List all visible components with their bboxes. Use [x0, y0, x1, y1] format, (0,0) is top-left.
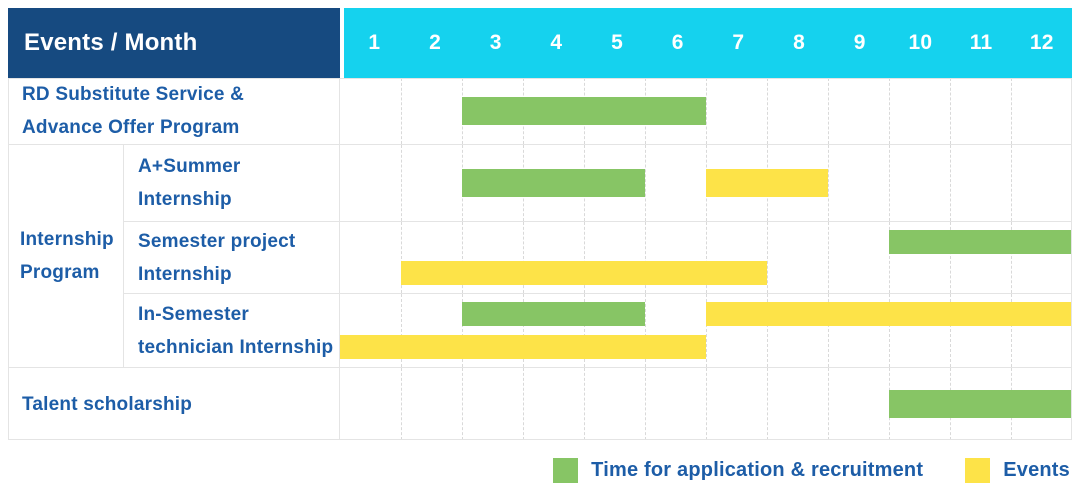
month-gridline	[767, 368, 768, 440]
month-gridline	[828, 145, 829, 221]
month-gridline	[645, 145, 646, 221]
events-bar	[401, 261, 767, 285]
row-label-line: RD Substitute Service &	[22, 84, 245, 105]
month-gridline	[706, 294, 707, 367]
chart-row-semester-project-internship	[340, 222, 1072, 294]
month-gridline	[584, 222, 585, 293]
month-gridline	[706, 222, 707, 293]
month-gridline	[706, 368, 707, 440]
month-label-7: 7	[732, 31, 745, 54]
month-gridline	[889, 145, 890, 221]
row-label-line: Internship	[138, 189, 232, 210]
month-gridline	[828, 294, 829, 367]
month-gridline	[401, 368, 402, 440]
row-label-line: In-Semester	[138, 303, 249, 325]
recruitment-bar	[462, 97, 706, 125]
month-label-4: 4	[550, 31, 563, 54]
row-label-line: Semester project	[138, 230, 296, 252]
row-label-a-summer-internship: A+Summer Internship	[124, 145, 340, 222]
group-label-line: Program	[20, 262, 100, 283]
month-gridline	[828, 368, 829, 440]
month-gridline	[828, 222, 829, 293]
month-gridline	[523, 368, 524, 440]
row-label-line: Advance Offer Program	[22, 117, 240, 138]
month-label-12: 12	[1029, 31, 1054, 54]
month-label-3: 3	[489, 31, 502, 54]
month-label-6: 6	[671, 31, 684, 54]
month-gridline	[645, 294, 646, 367]
month-gridline	[950, 145, 951, 221]
month-gridline	[1011, 294, 1012, 367]
recruitment-bar	[889, 390, 1072, 418]
legend-item-recruitment: Time for application & recruitment	[553, 457, 924, 483]
month-label-1: 1	[368, 31, 381, 54]
month-gridline	[523, 294, 524, 367]
events-month-header-label: Events / Month	[24, 29, 198, 56]
legend-item-events: Events	[965, 457, 1070, 483]
row-label-line: Talent scholarship	[22, 393, 193, 415]
month-gridline	[706, 78, 707, 144]
month-gridline	[401, 222, 402, 293]
recruitment-bar	[889, 230, 1072, 254]
month-label-11: 11	[969, 31, 993, 54]
row-label-in-semester-technician-internship: In-Semester technician Internship	[124, 294, 340, 368]
month-label-9: 9	[853, 31, 866, 54]
group-label-line: Internship	[20, 229, 114, 250]
recruitment-color-swatch	[553, 457, 579, 483]
events-bar	[340, 335, 706, 359]
legend-recruitment-label: Time for application & recruitment	[591, 458, 924, 481]
month-gridline	[462, 294, 463, 367]
month-label-2: 2	[429, 31, 441, 54]
row-label-talent-scholarship: Talent scholarship	[8, 368, 340, 440]
month-gridline	[828, 78, 829, 144]
month-gridline	[767, 294, 768, 367]
month-gridline	[1011, 78, 1012, 144]
legend-events-label: Events	[1003, 458, 1070, 481]
events-month-header-cell: Events / Month	[8, 8, 340, 78]
month-gridline	[523, 222, 524, 293]
chart-row-talent-scholarship	[340, 368, 1072, 440]
month-gridline	[401, 145, 402, 221]
month-gridline	[767, 78, 768, 144]
recruitment-bar	[462, 302, 645, 326]
month-gridline	[889, 222, 890, 293]
row-label-semester-project-internship: Semester project Internship	[124, 222, 340, 294]
month-gridline	[950, 78, 951, 144]
events-bar	[706, 302, 1072, 326]
month-gridline	[584, 368, 585, 440]
chart-row-a-summer-internship	[340, 145, 1072, 222]
row-label-line: A+Summer	[138, 156, 241, 177]
chart-row-rd-substitute	[340, 78, 1072, 145]
row-label-line: Internship	[138, 263, 232, 285]
month-gridline	[950, 222, 951, 293]
month-gridline	[889, 78, 890, 144]
month-gridline	[1011, 222, 1012, 293]
chart-row-in-semester-technician-internship	[340, 294, 1072, 368]
legend: Time for application & recruitment Event…	[553, 455, 1070, 485]
month-label-8: 8	[793, 31, 805, 54]
month-label-10: 10	[908, 31, 933, 54]
month-gridline	[950, 294, 951, 367]
month-gridline	[645, 368, 646, 440]
events-bar	[706, 169, 828, 197]
month-gridline	[462, 368, 463, 440]
row-label-line: technician Internship	[138, 336, 334, 358]
month-gridline	[767, 222, 768, 293]
month-gridline	[1011, 145, 1012, 221]
recruitment-bar	[462, 169, 645, 197]
month-gridline	[401, 294, 402, 367]
month-gridline	[584, 294, 585, 367]
events-color-swatch	[965, 457, 991, 483]
month-gridline	[462, 222, 463, 293]
month-label-5: 5	[611, 31, 623, 54]
group-label-internship-program: Internship Program	[8, 145, 124, 368]
month-gridline	[889, 294, 890, 367]
month-gridline	[401, 78, 402, 144]
schedule-table: Events / Month 1 2 3 4 5 6 7 8 9 10 11 12 RD Substi…	[8, 8, 1072, 440]
row-label-rd-substitute: RD Substitute Service & Advance Offer Pr…	[8, 78, 340, 145]
month-header-row: 1 2 3 4 5 6 7 8 9 10 11 12	[340, 8, 1072, 78]
month-gridline	[645, 222, 646, 293]
